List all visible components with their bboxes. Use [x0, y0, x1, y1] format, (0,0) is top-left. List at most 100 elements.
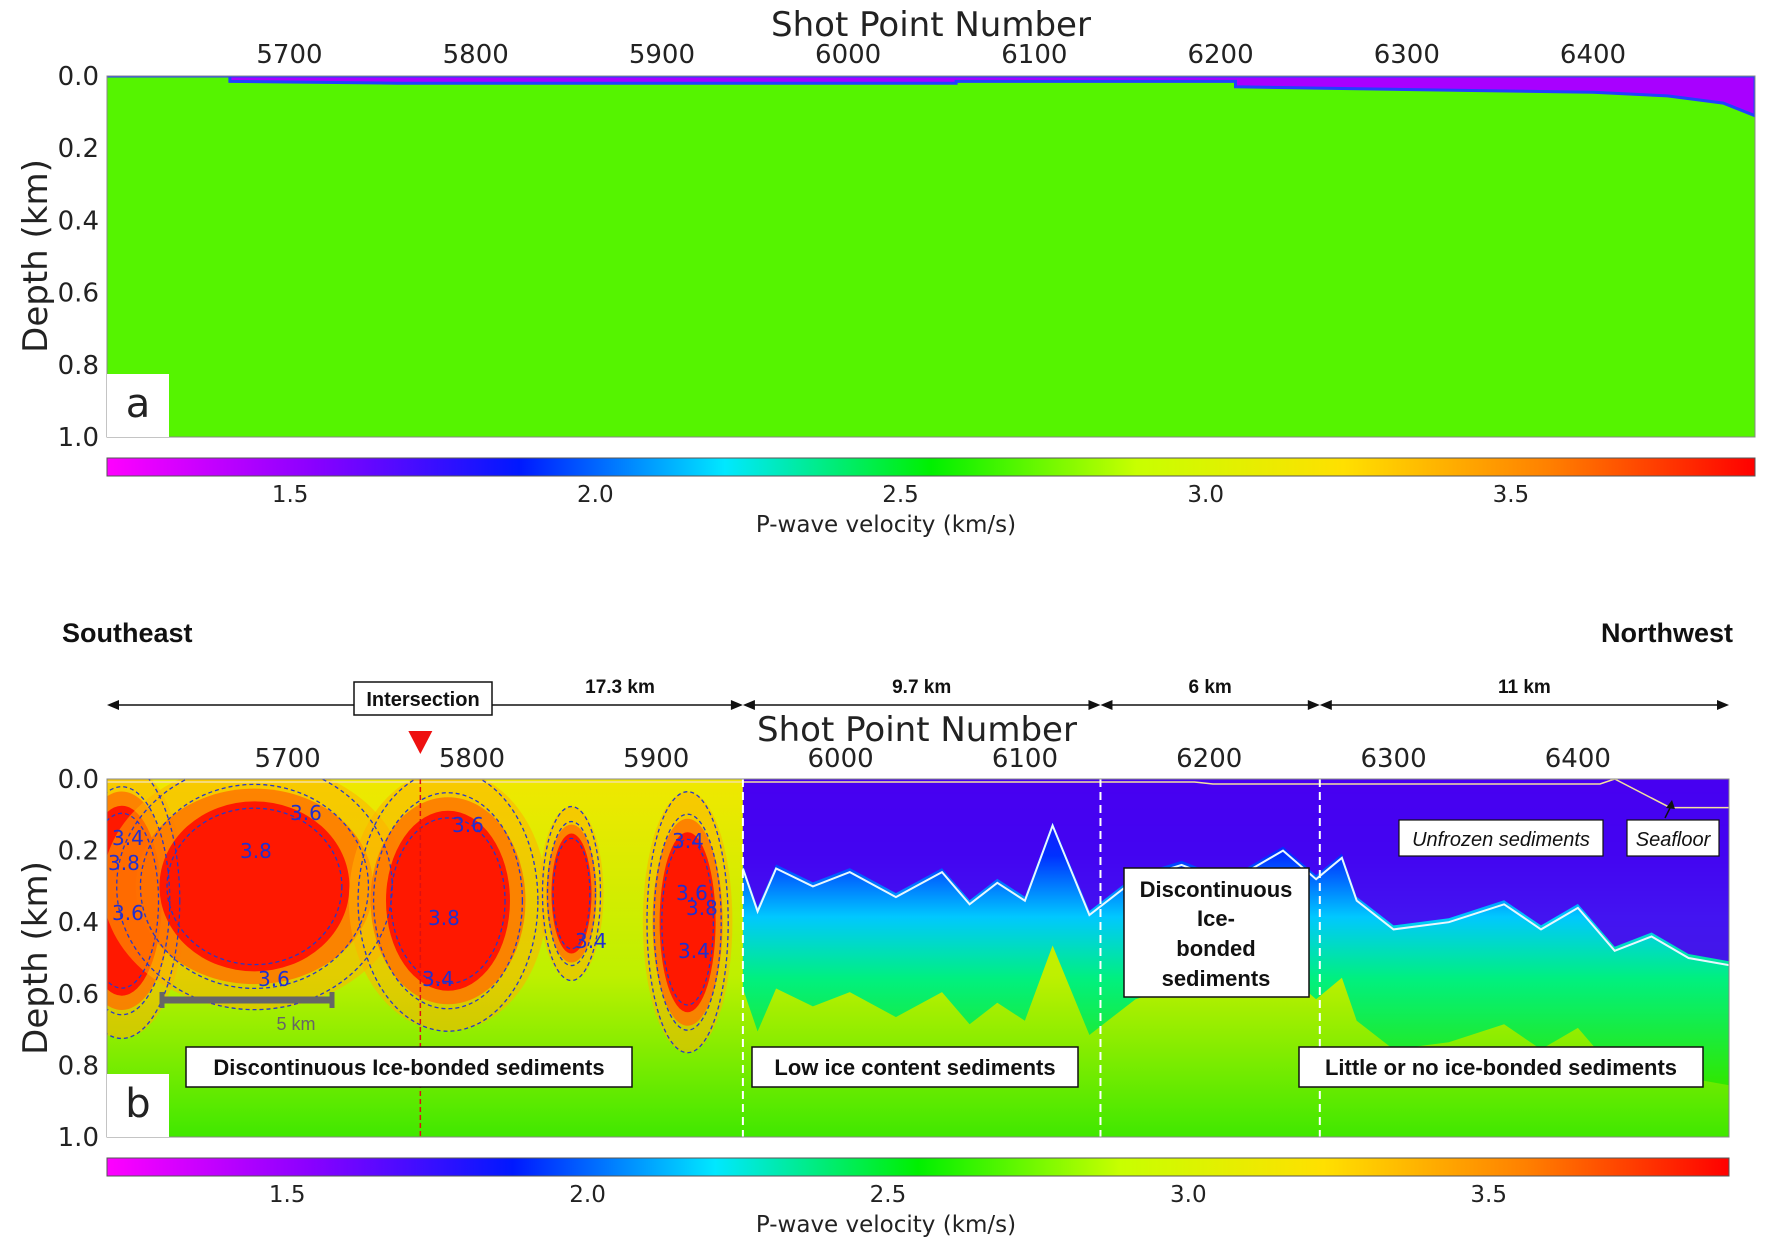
annotation-seafloor: Seafloor	[1626, 800, 1720, 857]
contour-label: 3.4	[422, 967, 454, 991]
y-tick-label: 0.8	[58, 1051, 99, 1081]
panel-a: Shot Point Number 5700 5800 5900 6000 6100 62…	[16, 5, 1756, 538]
y-tick-label: 0.6	[58, 279, 99, 309]
dashed-contour	[541, 805, 602, 982]
colorbar-tick-label: 3.0	[1170, 1182, 1207, 1208]
dashed-contour	[546, 820, 597, 967]
x-tick-label: 6100	[992, 744, 1058, 774]
panel-a-frame	[106, 75, 1756, 438]
dashed-contour	[107, 812, 160, 989]
annotation-unfrozen-text: Unfrozen sediments	[1412, 829, 1590, 851]
annotation-little-or-no-text: Little or no ice-bonded sediments	[1325, 1055, 1677, 1080]
x-tick-label: 5800	[443, 40, 509, 70]
panel-b-x-axis-title: Shot Point Number	[757, 710, 1077, 750]
segment-label: 17.3 km	[585, 677, 655, 698]
high-velocity-body	[385, 810, 510, 991]
arrow-right-icon	[730, 700, 743, 710]
dashed-contour	[390, 817, 506, 985]
zone-boundaries	[741, 779, 1321, 1137]
y-tick-label: 0.2	[58, 134, 99, 164]
x-tick-label: 5800	[439, 744, 505, 774]
contour-label: 3.6	[452, 813, 484, 837]
dashed-contour	[116, 779, 393, 1011]
contour-label: 3.8	[240, 839, 272, 863]
dashed-contour	[646, 791, 729, 1054]
y-tick-label: 0.4	[58, 908, 99, 938]
dashed-contour	[372, 792, 524, 1010]
x-tick-label: 5900	[629, 40, 695, 70]
colorbar-tick-label: 2.0	[577, 482, 614, 508]
high-velocity-body	[551, 833, 592, 954]
panel-a-label-box	[107, 374, 169, 437]
intersection-label: Intersection	[353, 681, 493, 716]
arrow-left-icon	[1319, 700, 1332, 710]
colorbar-tick-label: 2.0	[569, 1182, 606, 1208]
annotation-unfrozen: Unfrozen sediments	[1398, 819, 1604, 857]
panel-b-label: b	[125, 1081, 150, 1127]
annotation-discontinuous: Discontinuous Ice-bonded sediments	[185, 1046, 633, 1088]
x-tick-label: 6400	[1545, 744, 1611, 774]
colorbar-tick-label: 2.5	[882, 482, 919, 508]
annotation-little-or-no: Little or no ice-bonded sediments	[1298, 1046, 1704, 1088]
panel-a-water-layer	[107, 76, 1755, 118]
panel-b-colorbar-ticks: 1.5 2.0 2.5 3.0 3.5	[269, 1182, 1507, 1208]
dashed-contour	[661, 838, 715, 1006]
dashed-contour	[653, 813, 722, 1031]
colorbar-tick-label: 1.5	[272, 482, 309, 508]
panel-b-x-ticks: 5700 5800 5900 6000 6100 6200 6300 6400	[255, 744, 1611, 774]
colorbar-tick-label: 3.0	[1187, 482, 1224, 508]
panel-b: Southeast Northwest 17.3 km 9.7 km 6 km 11 …	[16, 618, 1733, 1238]
panel-b-colorbar	[106, 1157, 1730, 1177]
arrow-left-icon	[742, 700, 755, 710]
x-tick-label: 6000	[808, 744, 874, 774]
contour-label: 3.6	[258, 967, 290, 991]
x-tick-label: 6100	[1001, 40, 1067, 70]
contour-labels: 3.43.63.83.6 3.43.63.83.43.43.63.83.43.63…	[108, 801, 718, 991]
y-tick-label: 0.0	[58, 765, 99, 795]
annotation-seafloor-text: Seafloor	[1636, 829, 1712, 851]
high-velocity-body	[159, 801, 350, 972]
direction-southeast: Southeast	[62, 618, 193, 648]
contour-label: 3.6	[290, 801, 322, 825]
dashed-contour	[552, 837, 591, 950]
contour-label: 3.4	[672, 829, 704, 853]
arrow-right-icon	[1717, 700, 1729, 710]
panel-a-x-axis-title: Shot Point Number	[771, 5, 1091, 45]
direction-northwest: Northwest	[1601, 618, 1733, 648]
y-tick-label: 0.0	[58, 62, 99, 92]
intersection-box	[353, 681, 493, 716]
x-tick-label: 6300	[1360, 744, 1426, 774]
intersection-text: Intersection	[366, 689, 479, 711]
contour-label: 3.6	[112, 901, 144, 925]
x-tick-label: 5900	[623, 744, 689, 774]
x-tick-label: 6400	[1560, 40, 1626, 70]
panel-b-label-box	[107, 1074, 169, 1137]
contour-label: 3.8	[428, 906, 460, 930]
x-tick-label: 6200	[1176, 744, 1242, 774]
colorbar-tick-label: 2.5	[870, 1182, 907, 1208]
panel-a-colorbar-label: P-wave velocity (km/s)	[756, 512, 1016, 538]
colorbar-tick-label: 1.5	[269, 1182, 306, 1208]
mid-annotation-line-2: Ice-	[1197, 906, 1235, 931]
panel-a-colorbar	[106, 457, 1756, 477]
x-tick-label: 6000	[815, 40, 881, 70]
dashed-contours	[107, 779, 729, 1054]
contour-label: 3.8	[108, 851, 140, 875]
y-tick-label: 1.0	[58, 423, 99, 453]
arrow-right-icon	[1307, 700, 1320, 710]
intersection-marker-icon	[408, 731, 433, 754]
contour-label: 3.4	[112, 826, 144, 850]
dashed-contour	[166, 807, 343, 966]
panel-a-background	[107, 76, 1755, 437]
scale-bar-label: 5 km	[276, 1014, 315, 1034]
panel-b-y-axis-label: Depth (km)	[16, 861, 56, 1055]
x-tick-label: 6300	[1374, 40, 1440, 70]
arrow-left-icon	[1100, 700, 1113, 710]
scale-bar: 5 km	[159, 992, 335, 1034]
contour-label: 3.8	[686, 896, 718, 920]
panel-a-y-axis-label: Depth (km)	[16, 159, 56, 353]
x-tick-label: 5700	[256, 40, 322, 70]
y-tick-label: 0.6	[58, 980, 99, 1010]
y-tick-label: 1.0	[58, 1123, 99, 1153]
